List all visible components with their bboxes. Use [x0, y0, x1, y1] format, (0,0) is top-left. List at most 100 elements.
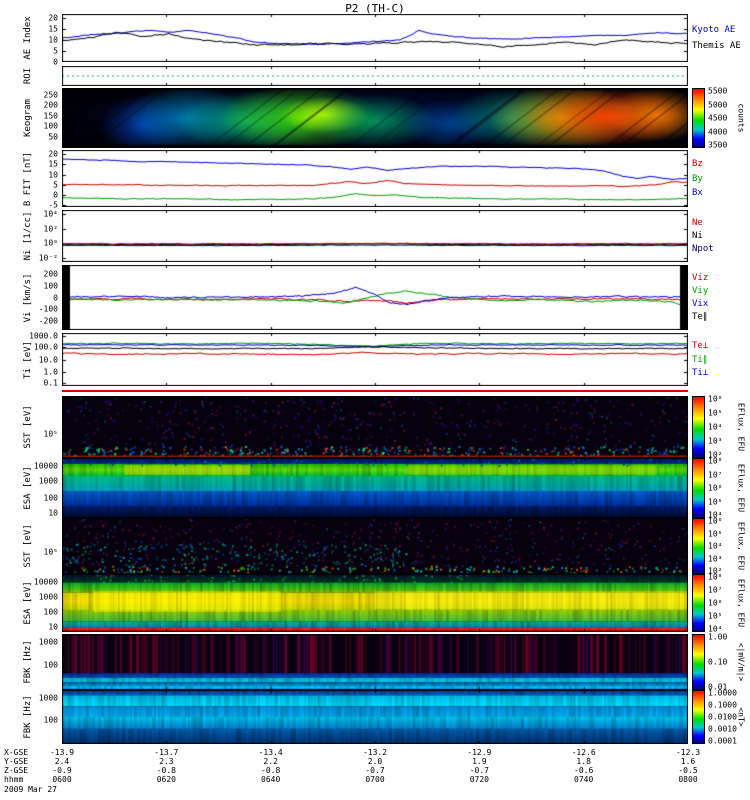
fbk-b-colorbar-tick: 0.0010 [708, 724, 737, 734]
esa-electrons-colorbar-tick: 10⁵ [708, 497, 723, 506]
axis-value: -13.2 [362, 748, 388, 757]
esa-ions-colorbar-tick: 10⁵ [708, 611, 723, 621]
fbk-b-colorbar-tick: 0.1000 [708, 700, 737, 710]
fbk-e-colorbar-tick: 0.10 [708, 657, 728, 667]
keogram-ytick: 100 [43, 121, 58, 131]
legend-velocity-1: Viy [692, 286, 709, 296]
sst-ions-colorbar-tick: 10³ [708, 554, 723, 563]
fbk-e-colorbar-tick: 0.01 [708, 682, 728, 692]
fbk-e-colorbar [692, 634, 705, 690]
temperature-ytick: 1.0 [43, 367, 58, 377]
fbk-b-plot [62, 690, 688, 744]
panel-bfit: B FIT [nT] 20 15 10 5 0 -5 Bz By Bx [0, 149, 750, 209]
ae-ytick: 0 [53, 57, 58, 67]
legend-density-2: Npot [692, 244, 714, 254]
axis-value: -13.7 [154, 748, 179, 757]
density-ytick: 10⁰ [43, 238, 58, 248]
legend-temperature-2: Ti⊥ [692, 367, 709, 378]
panel-density: Ni [1/cc] 10⁴ 10² 10⁰ 10⁻² Ne Ni Npot [0, 210, 750, 263]
esa-ions-ytick: 1000 [38, 592, 58, 602]
axis-value: -0.5 [678, 766, 698, 775]
fbk-e-colorbar-tick: 1.00 [708, 632, 728, 642]
legend-temperature-0: Te⊥ [692, 341, 709, 352]
keogram-colorbar-tick: 3500 [708, 140, 728, 150]
sst-ions-colorbar-tick: 10⁶ [708, 516, 723, 526]
axis-value: 0740 [574, 775, 594, 784]
axis-value: 1.8 [576, 757, 591, 766]
axis-value: -0.7 [365, 766, 385, 775]
panel-temperature: Ti [eV] 1000.0 100.0 10.0 1.0 0.1 Te⊥ Ti∥ Ti⊥ [0, 331, 750, 388]
time-axis: 2009 Mar 27 X-GSE -13.9 -13.7 -13.4 -13.2 -12… [0, 748, 750, 800]
sst-electrons-colorbar-tick: 10⁵ [708, 408, 723, 418]
bfit-ytick: 20 [48, 149, 58, 159]
keogram-colorbar-tick: 5500 [708, 86, 728, 96]
keogram-ytick: 50 [48, 132, 58, 142]
legend-velocity-0: Viz [692, 273, 709, 283]
bfit-ytick: 10 [48, 170, 58, 179]
density-ytick: 10⁻² [38, 253, 58, 263]
sst-electrons-colorbar-tick: 10² [708, 450, 723, 460]
keogram-ytick: 150 [43, 111, 58, 121]
axis-value: -12.3 [675, 748, 701, 757]
red-divider [62, 390, 688, 392]
esa-electrons-axis-label: ESA [eV] [23, 466, 33, 510]
velocity-axis-label: Vi [km/s] [23, 273, 33, 322]
panel-sst-electrons: SST [eV] 10⁵ 10⁶ 10⁵ 10⁴ 10³ 10² EFlux, EFU [0, 394, 750, 460]
fbk-e-ytick: 1000 [38, 637, 58, 647]
axis-value: 0720 [469, 775, 489, 784]
esa-electrons-colorbar-label: EFlux, EFU [736, 463, 746, 513]
keogram-colorbar-tick: 4500 [708, 113, 728, 123]
ae-plot [62, 14, 688, 62]
axis-value: 2.4 [54, 757, 70, 766]
density-ytick: 10² [43, 224, 58, 234]
sst-electrons-colorbar-tick: 10³ [708, 436, 723, 446]
esa-electrons-ytick: 1000 [38, 476, 58, 486]
ae-ytick: 15 [48, 24, 58, 34]
date-label: 2009 Mar 27 [4, 785, 57, 794]
keogram-ytick: 250 [43, 90, 58, 100]
panel-roi: ROI [0, 66, 750, 86]
axis-value: 2.2 [263, 757, 278, 766]
esa-electrons-colorbar-tick: 10⁷ [708, 470, 723, 479]
roi-plot [62, 66, 688, 86]
sst-electrons-colorbar-tick: 10⁶ [708, 394, 723, 404]
axis-value: -0.8 [156, 766, 176, 775]
axis-value: -13.9 [49, 748, 75, 757]
fbk-b-colorbar-tick: 0.0001 [708, 736, 737, 746]
esa-electrons-ytick: 10000 [33, 461, 58, 471]
esa-ions-ytick: 10000 [33, 577, 58, 587]
velocity-ytick: 200 [43, 269, 58, 279]
bfit-plot [62, 150, 688, 207]
axis-value: -0.8 [261, 766, 281, 775]
panel-ae: AE Index 20 15 10 5 0 Kyoto AE Themis AE [0, 14, 750, 66]
bfit-axis-label: B FIT [nT] [23, 151, 33, 206]
axis-value: 2.3 [159, 757, 174, 766]
panel-sst-ions: SST [eV] 10⁵ 10⁶ 10⁵ 10⁴ 10³ 10² EFlux, EFU [0, 516, 750, 576]
keogram-colorbar [692, 88, 705, 148]
fbk-e-axis-label: FBK [Hz] [23, 640, 33, 684]
roi-axis-label: ROI [23, 67, 33, 85]
legend-bfit-0: Bz [692, 159, 703, 170]
axis-value: -12.9 [467, 748, 492, 757]
sst-electrons-ytick: 10⁵ [43, 429, 58, 439]
legend-density-1: Ni [692, 231, 703, 241]
sst-ions-colorbar-tick: 10⁴ [708, 541, 723, 551]
esa-ions-colorbar-tick: 10⁸ [708, 572, 723, 582]
legend-velocity-3: Te∥ [692, 312, 708, 322]
axis-value: 0640 [261, 775, 281, 784]
keogram-colorbar-tick: 5000 [708, 100, 728, 109]
legend-ae-1: Themis AE [692, 41, 741, 51]
esa-ions-colorbar-tick: 10⁷ [708, 585, 723, 595]
temperature-ytick: 0.1 [43, 378, 58, 388]
axis-row-Y-GSE: Y-GSE 2.4 2.3 2.2 2.0 1.9 1.8 1.6 [0, 757, 750, 766]
sst-electrons-axis-label: SST [eV] [23, 405, 33, 449]
sst-electrons-colorbar-tick: 10⁴ [708, 422, 723, 432]
sst-ions-colorbar-tick: 10² [708, 566, 723, 576]
fbk-b-ytick: 100 [43, 715, 58, 725]
axis-row-hhmm: hhmm 0600 0620 0640 0700 0720 0740 0800 [0, 775, 750, 784]
fbk-e-colorbar-label: <|mV/m|> [736, 642, 746, 682]
esa-ions-colorbar [692, 574, 705, 632]
ae-ytick: 5 [53, 46, 58, 56]
axis-row-label-Z-GSE: Z-GSE [4, 766, 29, 775]
esa-electrons-colorbar-tick: 10⁶ [708, 483, 723, 493]
